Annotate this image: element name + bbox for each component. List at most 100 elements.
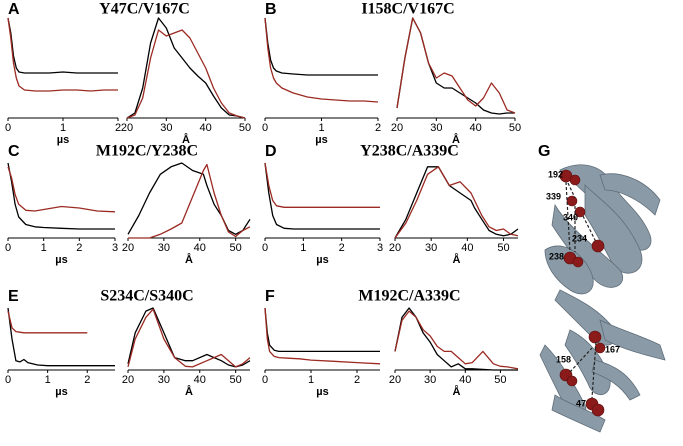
- x-tick-label: 3: [112, 242, 118, 254]
- panel-label: B: [265, 1, 277, 18]
- x-axis-label: Å: [182, 133, 190, 146]
- x-tick-label: 2: [76, 242, 82, 254]
- panel-label: G: [538, 143, 550, 160]
- curve: [394, 310, 519, 370]
- x-tick-label: 30: [158, 242, 170, 254]
- x-tick-label: 30: [425, 242, 437, 254]
- residue-label: 192: [548, 169, 563, 179]
- curve: [7, 307, 115, 367]
- x-tick-label: 30: [158, 374, 170, 386]
- x-tick-label: 50: [239, 122, 251, 134]
- x-axis-label: µs: [316, 254, 328, 266]
- panel-title: S234C/S340C: [100, 288, 193, 305]
- x-tick-label: 0: [5, 122, 11, 134]
- x-tick-label: 40: [194, 374, 206, 386]
- x-tick-label: 0: [262, 374, 268, 386]
- x-tick-label: 30: [430, 122, 442, 134]
- curve: [264, 307, 380, 353]
- x-tick-label: 2: [84, 374, 90, 386]
- curve: [7, 17, 118, 74]
- panel-label: C: [8, 143, 20, 160]
- x-tick-label: 20: [122, 242, 134, 254]
- curve: [7, 162, 115, 230]
- curve: [264, 307, 381, 365]
- x-tick-label: 40: [194, 242, 206, 254]
- x-tick-label: 2: [375, 122, 381, 134]
- panel-label: D: [265, 143, 277, 160]
- x-tick-label: 20: [389, 242, 401, 254]
- curve: [394, 166, 519, 239]
- x-tick-label: 40: [459, 374, 471, 386]
- x-tick-label: 20: [122, 374, 134, 386]
- structure-ribbon: [539, 164, 666, 433]
- distance-arrows: [565, 181, 597, 399]
- x-tick-label: 20: [389, 374, 401, 386]
- panel-title: M192C/A339C: [358, 288, 460, 305]
- panel-label: F: [265, 288, 275, 305]
- x-tick-label: 50: [497, 242, 509, 254]
- x-tick-label: 1: [318, 122, 324, 134]
- curve: [7, 166, 116, 213]
- x-tick-label: 1: [308, 374, 314, 386]
- curve: [127, 308, 251, 368]
- residue-label: 158: [556, 354, 571, 364]
- x-tick-label: 1: [41, 242, 47, 254]
- x-tick-label: 50: [230, 242, 242, 254]
- curve: [126, 17, 246, 119]
- x-tick-label: 40: [470, 122, 482, 134]
- x-axis-label: Å: [185, 385, 193, 398]
- residue-label: 47: [576, 398, 586, 408]
- spin-labels: [559, 169, 606, 417]
- x-tick-label: 2: [354, 374, 360, 386]
- curve: [264, 17, 378, 76]
- curve: [396, 17, 516, 114]
- x-tick-label: 30: [424, 374, 436, 386]
- curve: [128, 163, 251, 239]
- x-axis-label: µs: [55, 254, 67, 266]
- x-axis-label: Å: [185, 253, 193, 266]
- x-axis-label: µs: [315, 134, 327, 146]
- curve: [7, 310, 88, 334]
- x-tick-label: 40: [200, 122, 212, 134]
- x-tick-label: 2: [339, 242, 345, 254]
- panel-label: A: [8, 1, 20, 18]
- curve: [396, 17, 515, 115]
- panel-title: I158C/V167C: [361, 1, 454, 18]
- x-tick-label: 1: [300, 242, 306, 254]
- curve: [127, 307, 251, 368]
- x-tick-label: 2: [115, 122, 121, 134]
- x-tick-label: 50: [509, 122, 521, 134]
- panel-title: Y47C/V167C: [99, 1, 190, 18]
- x-tick-label: 3: [377, 242, 383, 254]
- x-axis-label: µs: [316, 386, 328, 398]
- x-axis-label: µs: [57, 134, 69, 146]
- curve: [264, 162, 380, 230]
- curve: [394, 307, 518, 371]
- panel-label: E: [8, 288, 19, 305]
- x-tick-label: 0: [262, 242, 268, 254]
- x-axis-label: Å: [452, 133, 460, 146]
- residue-label: 238: [549, 251, 564, 261]
- x-tick-label: 50: [494, 374, 506, 386]
- curve: [126, 29, 246, 119]
- residue-label: 340: [563, 212, 578, 222]
- residue-label: 234: [572, 233, 587, 243]
- curve: [7, 17, 118, 92]
- x-tick-label: 0: [262, 122, 268, 134]
- x-tick-label: 0: [5, 242, 11, 254]
- residue-label: 339: [546, 191, 561, 201]
- x-tick-label: 20: [121, 122, 133, 134]
- x-axis-label: Å: [453, 385, 461, 398]
- curve: [127, 162, 251, 235]
- residue-label: 167: [605, 344, 620, 354]
- x-tick-label: 1: [45, 374, 51, 386]
- curve: [264, 162, 380, 208]
- x-axis-label: Å: [453, 253, 461, 266]
- x-tick-label: 30: [160, 122, 172, 134]
- x-axis-label: µs: [55, 386, 67, 398]
- x-tick-label: 20: [391, 122, 403, 134]
- curve: [264, 17, 379, 103]
- x-tick-label: 40: [461, 242, 473, 254]
- x-tick-label: 1: [60, 122, 66, 134]
